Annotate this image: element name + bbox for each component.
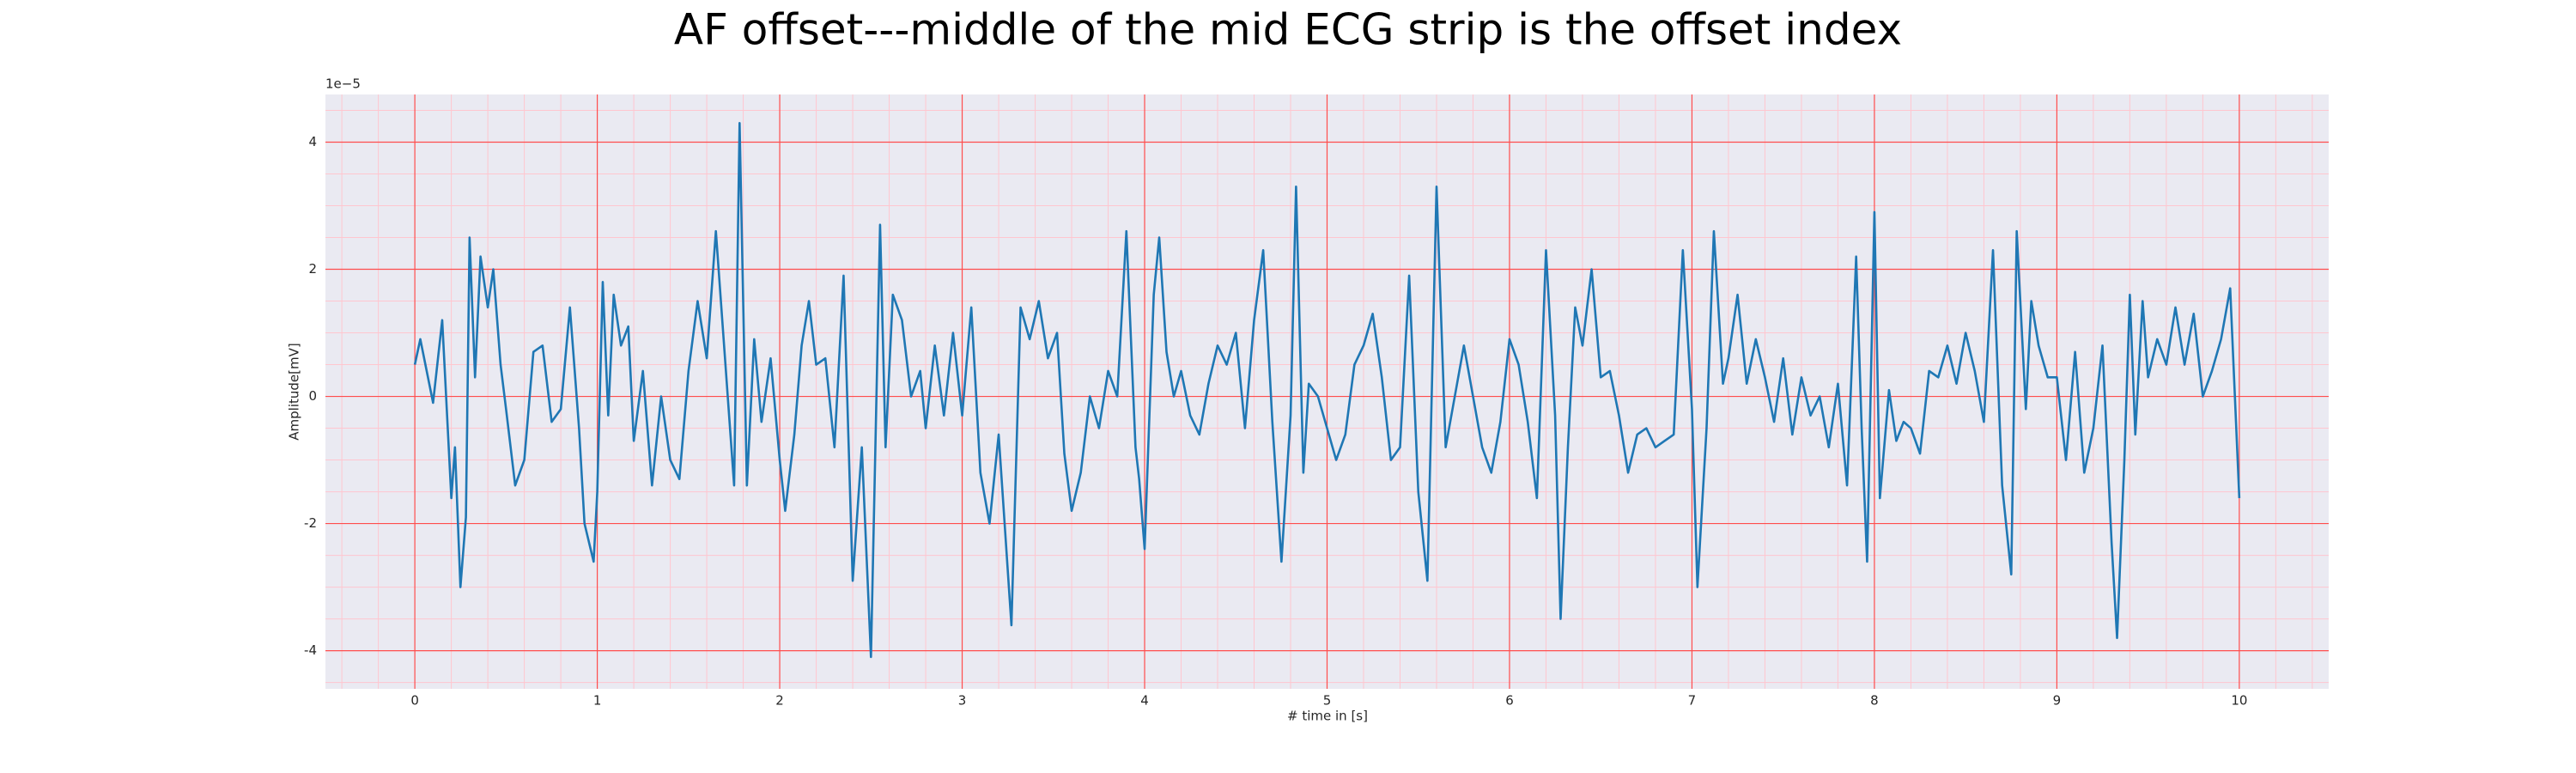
x-tick-label: 3 [958,693,967,709]
x-tick-label: 0 [410,693,419,709]
y-tick-label: 2 [308,261,317,277]
y-tick-label: 4 [308,134,317,149]
y-axis-label: Amplitude[mV] [287,343,302,440]
x-tick-label: 2 [775,693,784,709]
x-tick-label: 4 [1140,693,1149,709]
x-tick-label: 6 [1505,693,1514,709]
x-tick-label: 10 [2231,693,2247,709]
ecg-line [413,122,2241,659]
x-tick-label: 9 [2053,693,2062,709]
y-tick-label: 0 [308,388,317,404]
chart-title: AF offset---middle of the mid ECG strip … [674,5,1902,55]
y-offset-label: 1e−5 [325,76,361,92]
y-tick-label: -2 [304,515,317,531]
x-axis-label: # time in [s] [1287,709,1368,724]
x-tick-label: 5 [1323,693,1332,709]
x-tick-label: 1 [593,693,602,709]
y-tick-label: -4 [304,642,317,658]
x-tick-label: 8 [1870,693,1879,709]
x-tick-label: 7 [1688,693,1697,709]
